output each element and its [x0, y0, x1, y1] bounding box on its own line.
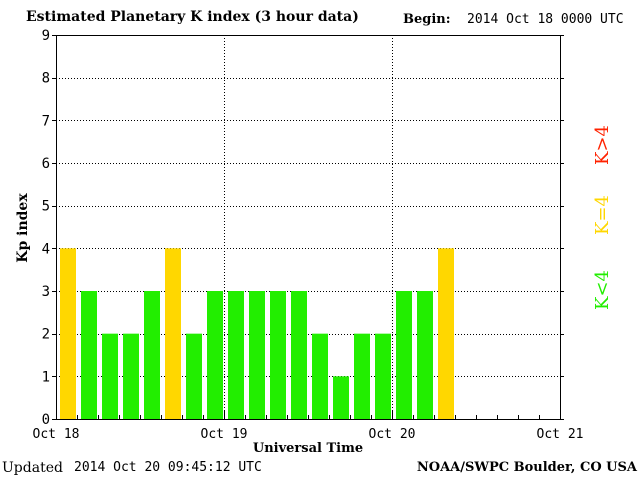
kp-bar	[81, 291, 97, 419]
x-tick-label: Oct 21	[537, 427, 584, 442]
begin-value: 2014 Oct 18 0000 UTC	[467, 12, 624, 27]
kp-bar	[270, 291, 286, 419]
kp-bar	[144, 291, 160, 419]
kp-bar	[375, 333, 391, 419]
kp-bar	[60, 248, 76, 419]
kp-bar	[228, 291, 244, 419]
legend-item: K<4	[592, 270, 613, 310]
grid-layer	[56, 35, 560, 419]
y-tick-label: 5	[42, 199, 50, 215]
chart-title: Estimated Planetary K index (3 hour data…	[26, 9, 359, 25]
kp-bar	[396, 291, 412, 419]
x-tick-label: Oct 18	[33, 427, 80, 442]
updated-value: 2014 Oct 20 09:45:12 UTC	[74, 460, 262, 475]
y-tick-label: 0	[42, 412, 50, 428]
y-tick-label: 3	[42, 284, 50, 300]
y-tick-label: 4	[42, 241, 50, 257]
updated-label: Updated	[2, 460, 63, 476]
kp-bar	[354, 333, 370, 419]
x-axis-label: Universal Time	[253, 441, 363, 456]
y-axis-label: Kp index	[15, 193, 31, 263]
kp-bar	[249, 291, 265, 419]
y-tick-label: 6	[42, 156, 50, 172]
kp-bar	[123, 333, 139, 419]
plot-frame	[56, 35, 561, 420]
x-tick-label: Oct 19	[201, 427, 248, 442]
kp-bar	[291, 291, 307, 419]
legend: K<4 K=4 K>4	[592, 125, 613, 310]
kp-bar	[333, 376, 349, 419]
kp-bar	[438, 248, 454, 419]
y-tick-label: 9	[42, 28, 50, 44]
x-tick-label: Oct 20	[369, 427, 416, 442]
legend-item: K>4	[592, 125, 613, 165]
legend-item: K=4	[592, 195, 613, 235]
y-tick-label: 8	[42, 71, 50, 87]
kp-bar	[312, 333, 328, 419]
kp-bar	[417, 291, 433, 419]
kp-bar	[102, 333, 118, 419]
begin-label: Begin:	[403, 12, 451, 27]
kp-bar	[186, 333, 202, 419]
kp-bar	[207, 291, 223, 419]
kp-bar	[165, 248, 181, 419]
credit-text: NOAA/SWPC Boulder, CO USA	[416, 460, 637, 475]
y-tick-label: 7	[42, 113, 50, 129]
y-tick-label: 2	[42, 327, 50, 343]
bars-layer	[60, 248, 454, 419]
ticks-layer: 0 1 2 3 4 5 6 7 8 9 Oct 18 Oct 19 Oct 20 Oct 21	[33, 28, 584, 442]
y-tick-label: 1	[42, 369, 50, 385]
